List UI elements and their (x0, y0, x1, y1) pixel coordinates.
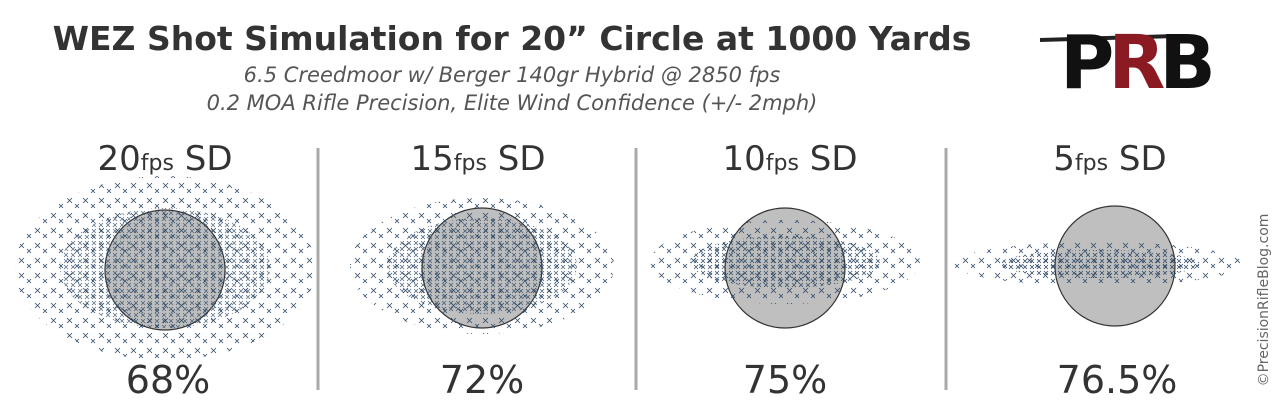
panel-heading: 5fps SD (1053, 139, 1166, 179)
subtitle: 0.2 MOA Rifle Precision, Elite Wind Conf… (207, 91, 818, 115)
hit-percent: 75% (743, 358, 827, 402)
hit-percent: 72% (440, 358, 524, 402)
shot-cloud (1000, 250, 1200, 278)
sd-label: SD (810, 139, 858, 179)
sd-value: 15 (410, 139, 453, 179)
title: WEZ Shot Simulation for 20” Circle at 10… (53, 19, 972, 58)
logo-letter: B (1159, 20, 1211, 106)
sd-value: 10 (722, 139, 765, 179)
logo-letter: P (1060, 20, 1112, 106)
panel-heading: 20fps SD (97, 139, 232, 179)
sd-unit: fps (766, 151, 799, 176)
logo: PRB (1039, 20, 1217, 106)
panel-heading: 10fps SD (722, 139, 857, 179)
copyright: ©PrecisionRifleBlog.com (1256, 214, 1272, 387)
sd-unit: fps (454, 151, 487, 176)
panel-heading: 15fps SD (410, 139, 545, 179)
sd-unit: fps (1075, 151, 1108, 176)
sd-value: 5 (1053, 139, 1075, 179)
sd-value: 20 (97, 139, 140, 179)
hit-percent: 68% (126, 358, 210, 402)
shot-cloud (387, 218, 577, 314)
hit-percent: 76.5% (1057, 358, 1178, 402)
sd-label: SD (185, 139, 233, 179)
sd-unit: fps (141, 151, 174, 176)
shot-cloud (60, 208, 270, 328)
svg-text:PRB: PRB (1060, 20, 1211, 106)
sd-label: SD (1119, 139, 1167, 179)
subtitle: 6.5 Creedmoor w/ Berger 140gr Hybrid @ 2… (244, 63, 781, 87)
sd-label: SD (498, 139, 546, 179)
logo-letter: R (1108, 20, 1164, 106)
shot-cloud (690, 236, 880, 288)
